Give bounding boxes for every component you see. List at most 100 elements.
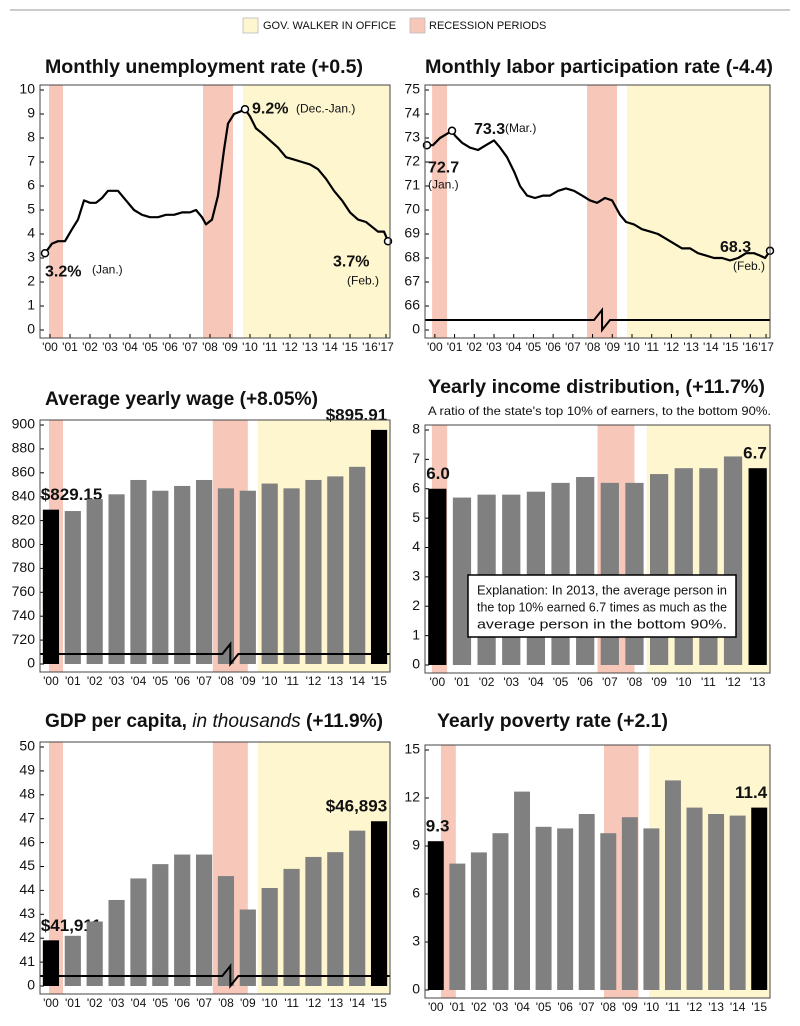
x-tick-label: '13 [327, 996, 343, 1010]
x-tick-label: '05 [152, 996, 168, 1010]
x-tick-label: '12 [282, 340, 298, 354]
y-tick-label: 15 [404, 741, 420, 757]
y-tick-label: 7 [27, 153, 35, 169]
y-tick-label: 68 [404, 249, 420, 265]
x-tick-label: '03 [486, 340, 502, 354]
x-tick-label: '11 [701, 675, 716, 689]
y-tick-label: 47 [19, 809, 35, 825]
y-tick-label: 9 [412, 837, 420, 853]
x-tick-label: '06 [174, 996, 190, 1010]
annotation-label: 3.2% [45, 263, 81, 280]
legend-label: RECESSION PERIODS [429, 20, 546, 32]
y-tick-label: 50 [19, 738, 35, 754]
x-tick-label: '02 [471, 1000, 487, 1014]
y-tick-label: 0 [412, 656, 420, 672]
x-tick-label: '07 [182, 340, 198, 354]
x-tick-label: '07 [196, 674, 212, 688]
x-tick-label: '15 [371, 674, 387, 688]
plot-frame [424, 84, 771, 339]
x-tick-label: '11 [666, 1000, 681, 1014]
axis-break [40, 641, 390, 667]
x-tick-label: '11 [263, 340, 278, 354]
x-tick-label: '02 [466, 340, 482, 354]
x-tick-label: '08 [600, 1000, 616, 1014]
x-tick-label: '00 [430, 675, 446, 689]
y-tick-label: 8 [27, 129, 35, 145]
x-tick-label: '02 [87, 674, 103, 688]
y-tick-label: 720 [12, 631, 36, 647]
chart-title: Monthly labor participation rate (-4.4) [425, 57, 773, 78]
y-tick-label: 75 [404, 81, 420, 97]
title-text: GDP per capita, [45, 711, 187, 732]
chart-subtitle: A ratio of the state's top 10% of earner… [428, 404, 771, 418]
x-tick-label: '14 [349, 674, 365, 688]
bar [427, 841, 444, 990]
bar [664, 780, 681, 990]
x-tick-label: '00 [43, 674, 59, 688]
x-tick-label: '04 [528, 675, 544, 689]
bar [261, 888, 278, 986]
x-tick-label: '06 [174, 674, 190, 688]
chart-title: GDP per capita, in thousands (+11.9%) [45, 711, 383, 732]
x-tick-label: '05 [142, 340, 158, 354]
bar [449, 863, 466, 990]
x-tick-label: '16 [742, 340, 758, 354]
value-label: $41,911 [41, 916, 102, 935]
bar [686, 807, 703, 990]
x-tick-label: '08 [218, 996, 234, 1010]
value-label: 6.7 [743, 444, 767, 463]
annotation-label: 68.3 [720, 239, 751, 256]
x-tick-label: '01 [447, 340, 463, 354]
bar [748, 468, 767, 665]
plot-frame [39, 741, 391, 995]
y-tick-label: 4 [412, 538, 420, 554]
y-tick-label: 900 [12, 416, 36, 432]
chart-title: Monthly unemployment rate (+0.5) [45, 57, 363, 78]
y-tick-label: 46 [19, 833, 35, 849]
y-tick-label: 820 [12, 511, 36, 527]
bar [86, 921, 103, 986]
x-tick-label: '15 [723, 340, 739, 354]
title-text: Monthly labor participation rate (-4.4) [425, 57, 773, 78]
walker-period [243, 85, 390, 338]
x-tick-label: '04 [122, 340, 138, 354]
bar [195, 854, 213, 986]
data-line [427, 129, 771, 262]
bar [283, 488, 300, 664]
x-tick-label: '00 [42, 340, 58, 354]
x-tick-label: '14 [703, 340, 719, 354]
y-tick-label: 5 [412, 509, 420, 525]
x-tick-label: '10 [644, 1000, 660, 1014]
bar [327, 476, 344, 664]
x-tick-label: '10 [262, 996, 278, 1010]
x-tick-label: '00 [43, 996, 59, 1010]
x-tick-label: '17 [758, 340, 774, 354]
bar [64, 511, 81, 664]
x-tick-label: '03 [503, 675, 519, 689]
bar [239, 490, 256, 664]
bar [514, 791, 531, 990]
annotation-point [240, 104, 250, 114]
x-tick-label: '08 [585, 340, 601, 354]
recession-period [432, 85, 448, 338]
x-tick-label: '06 [545, 340, 561, 354]
bar [327, 852, 344, 986]
value-label: $895.91 [326, 405, 387, 424]
bar [492, 833, 509, 990]
x-tick-label: '01 [450, 1000, 466, 1014]
explanation-text: Explanation: In 2013, the average person… [477, 582, 727, 597]
x-tick-label: '09 [222, 340, 238, 354]
walker-period [257, 420, 390, 672]
x-tick-label: '06 [162, 340, 178, 354]
bar [729, 815, 746, 990]
x-tick-label: '01 [454, 675, 470, 689]
x-tick-label: '01 [62, 340, 78, 354]
y-tick-label: 10 [19, 81, 35, 97]
annotation-label: 9.2% [252, 100, 288, 117]
bar [600, 833, 617, 990]
bar [370, 429, 388, 664]
plot-frame [39, 84, 391, 339]
x-tick-label: '13 [708, 1000, 724, 1014]
bar [174, 854, 191, 986]
x-tick-label: '16 [362, 340, 378, 354]
